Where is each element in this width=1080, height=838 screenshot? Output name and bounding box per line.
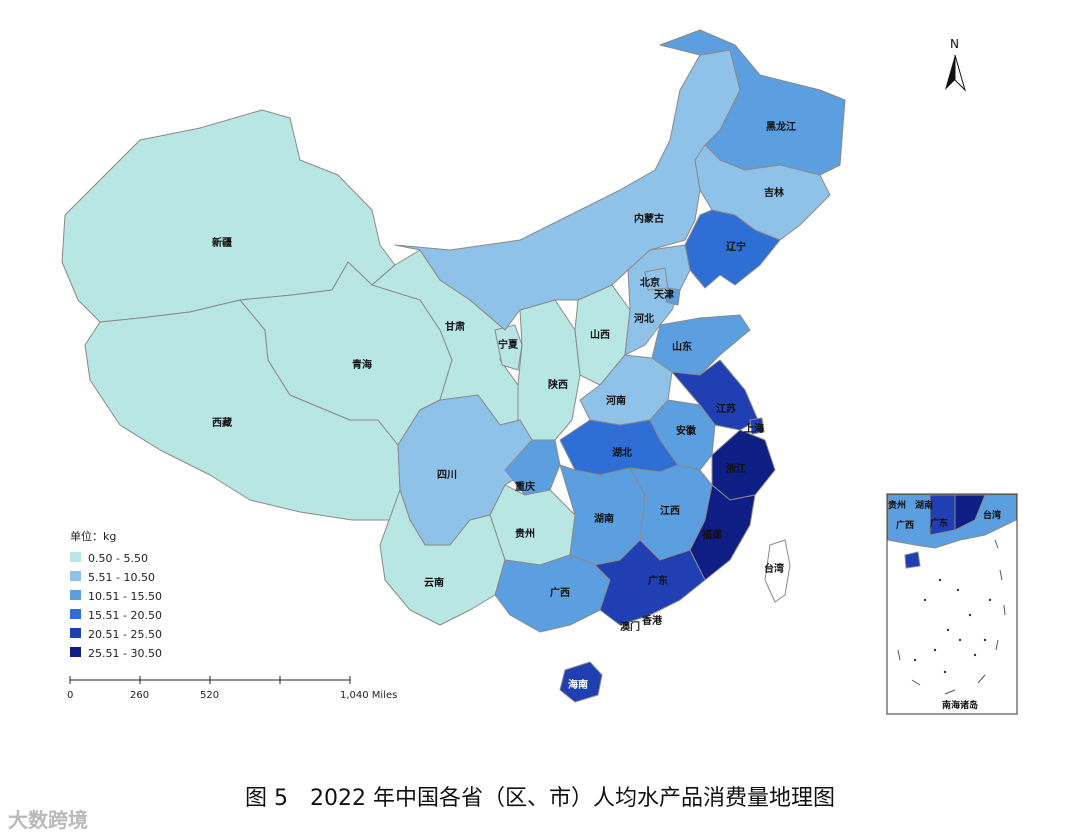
province-hebei	[624, 244, 691, 356]
inset-label-taiwan: 台湾	[983, 509, 1001, 521]
inset-label-hunan: 湖南	[915, 499, 933, 511]
province-layer	[61, 29, 846, 703]
inset-label-guangdong: 广东	[930, 517, 948, 529]
legend-swatch-5	[70, 628, 81, 638]
label-guangxi: 广西	[550, 586, 570, 599]
province-labels: 新疆 西藏 青海 甘肃 宁夏 陕西 山西 云南 贵州 四川 内蒙古 河南 河北 …	[212, 120, 796, 691]
label-ningxia: 宁夏	[498, 338, 519, 351]
label-anhui: 安徽	[676, 424, 697, 437]
inset-label-guangxi: 广西	[896, 519, 914, 531]
label-xianggang: 香港	[642, 614, 663, 627]
inset-islands	[913, 578, 992, 674]
legend-swatch-2	[70, 571, 81, 581]
north-label: N	[950, 37, 959, 51]
scale-tick-520: 520	[200, 690, 219, 701]
legend-swatch-6	[70, 647, 81, 657]
legend-label-4: 15.51 - 20.50	[88, 609, 162, 622]
label-guizhou: 贵州	[515, 527, 535, 540]
legend-label-5: 20.51 - 25.50	[88, 628, 162, 641]
label-hubei: 湖北	[612, 446, 632, 459]
inset-label-guizhou: 贵州	[888, 499, 906, 511]
label-xinjiang: 新疆	[212, 236, 232, 249]
label-jilin: 吉林	[764, 186, 785, 199]
label-xizang: 西藏	[212, 416, 232, 429]
province-taiwan	[764, 539, 791, 603]
label-neimenggu: 内蒙古	[634, 212, 664, 225]
label-jiangsu: 江苏	[716, 402, 736, 415]
label-gansu: 甘肃	[445, 320, 465, 333]
north-arrow: N	[945, 37, 967, 92]
label-hunan: 湖南	[594, 512, 614, 525]
label-tianjin: 天津	[654, 288, 674, 301]
legend-label-2: 5.51 - 10.50	[88, 571, 155, 584]
legend: 单位：kg 0.50 - 5.50 5.51 - 10.50 10.51 - 1…	[70, 529, 162, 660]
figure-caption: 图 5 2022 年中国各省（区、市）人均水产品消费量地理图	[245, 786, 835, 811]
inset-title: 南海诸岛	[942, 699, 978, 711]
legend-swatch-3	[70, 590, 81, 600]
province-shanghai	[749, 417, 765, 435]
legend-label-6: 25.51 - 30.50	[88, 647, 162, 660]
legend-swatch-4	[70, 609, 81, 619]
province-shaanxi	[517, 299, 581, 441]
watermark-logo: 大数跨境	[8, 808, 88, 832]
label-zhejiang: 浙江	[726, 462, 746, 475]
label-aomen: 澳门	[620, 620, 640, 633]
label-hebei: 河北	[634, 312, 654, 325]
label-guangdong: 广东	[648, 574, 668, 587]
south-china-sea-inset: 贵州 湖南 广西 广东 台湾 南海诸岛	[886, 493, 1018, 715]
scale-tick-1040: 1,040 Miles	[340, 690, 397, 701]
label-shanxi: 山西	[590, 328, 610, 341]
legend-label-3: 10.51 - 15.50	[88, 590, 162, 603]
label-shanghai: 上海	[744, 422, 764, 435]
inset-dashed-line	[897, 539, 1006, 695]
label-shandong: 山东	[672, 340, 692, 353]
label-qinghai: 青海	[352, 358, 372, 371]
label-jiangxi: 江西	[660, 504, 680, 517]
north-arrow-right-icon	[954, 54, 967, 92]
scale-tick-0: 0	[67, 690, 73, 701]
label-shaanxi: 陕西	[548, 378, 568, 391]
province-guangdong	[594, 539, 706, 626]
label-chongqing: 重庆	[515, 480, 535, 493]
label-heilongjiang: 黑龙江	[766, 120, 796, 133]
label-sichuan: 四川	[437, 469, 457, 481]
legend-title: 单位：kg	[70, 529, 116, 543]
label-hainan: 海南	[568, 678, 588, 691]
province-tianjin	[665, 287, 681, 306]
label-fujian: 福建	[701, 528, 723, 541]
label-henan: 河南	[606, 394, 626, 407]
province-jilin	[694, 144, 831, 241]
label-taiwan: 台湾	[764, 562, 784, 575]
label-liaoning: 辽宁	[726, 240, 746, 253]
scale-bar: 0 260 520 1,040 Miles	[67, 676, 397, 701]
north-arrow-left-icon	[945, 55, 955, 90]
legend-swatch-1	[70, 552, 81, 562]
province-hainan	[559, 661, 603, 703]
province-fujian	[689, 484, 756, 581]
scale-tick-260: 260	[130, 690, 149, 701]
label-yunnan: 云南	[424, 576, 444, 589]
province-shandong	[651, 314, 751, 376]
legend-label-1: 0.50 - 5.50	[88, 552, 148, 565]
province-ningxia	[494, 324, 523, 371]
label-beijing: 北京	[640, 276, 660, 289]
